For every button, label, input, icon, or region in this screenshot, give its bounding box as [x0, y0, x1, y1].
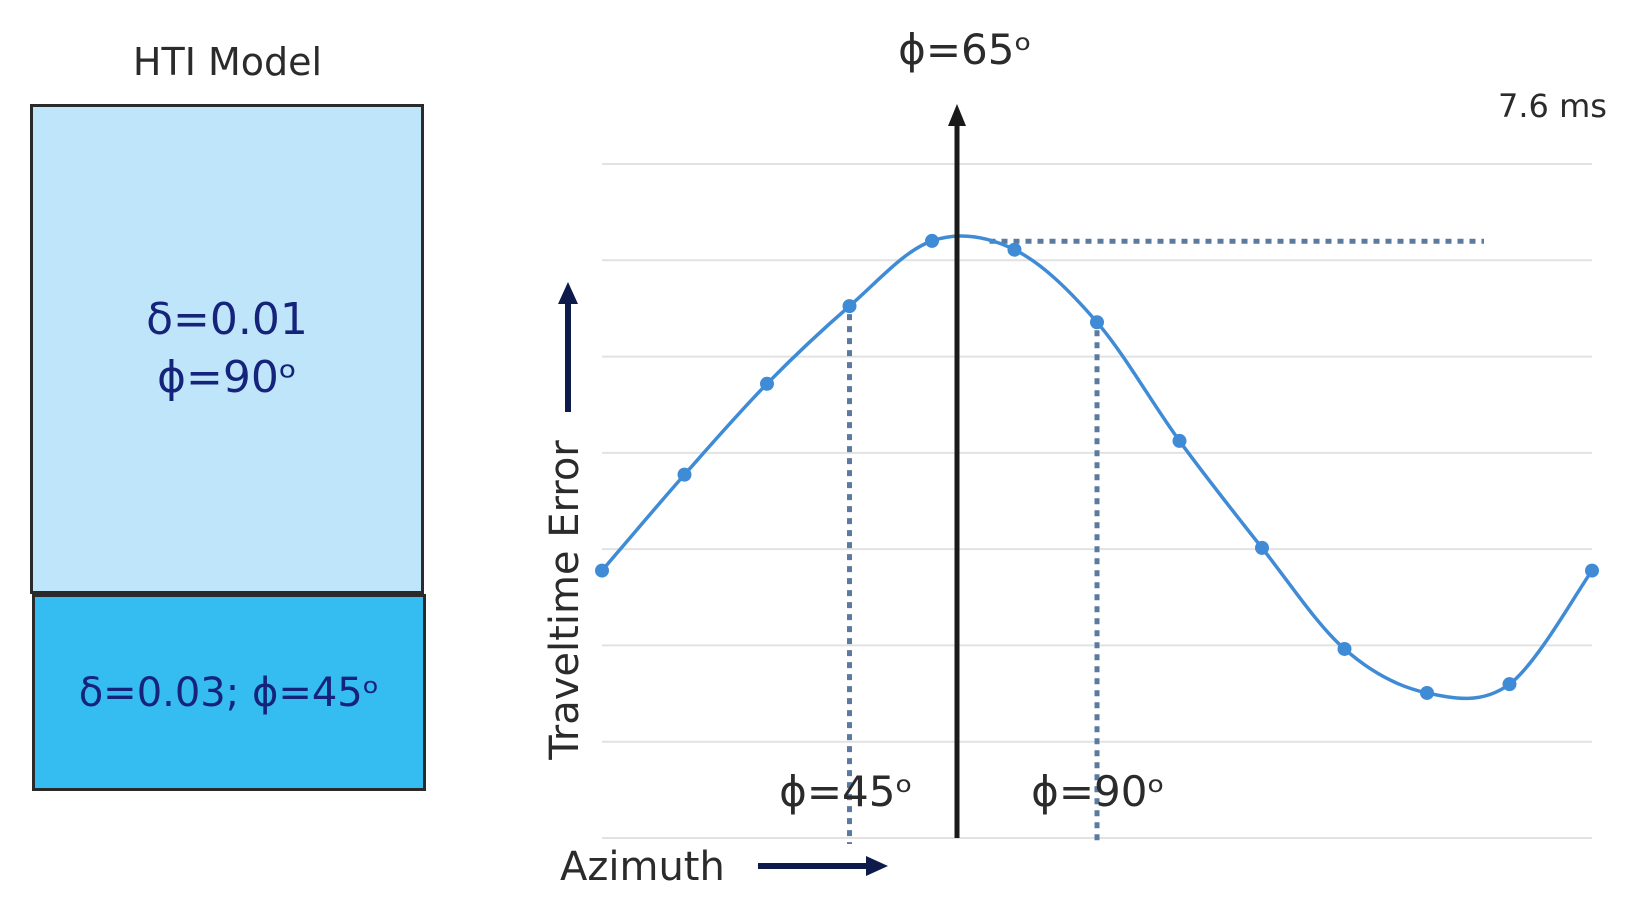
data-point	[1420, 685, 1434, 700]
data-point	[842, 299, 857, 314]
data-point	[677, 467, 692, 482]
bottom-layer-params: δ=0.03; ϕ=45ᵒ	[78, 669, 380, 716]
data-points	[595, 233, 1599, 700]
top-layer-delta: δ=0.01	[146, 294, 308, 345]
y-axis-arrow-head	[558, 282, 578, 304]
data-point	[1090, 315, 1104, 330]
peak-label: ϕ=65ᵒ	[898, 25, 1032, 74]
marker-label-90: ϕ=90ᵒ	[1031, 767, 1165, 816]
y-axis-label: Traveltime Error	[542, 440, 588, 761]
data-point	[1007, 242, 1022, 257]
data-point	[1585, 563, 1599, 578]
data-point	[595, 563, 609, 578]
data-point	[925, 233, 939, 248]
data-point	[1337, 641, 1352, 656]
data-point	[1255, 540, 1269, 555]
azimuth-marker-lines	[847, 314, 1100, 844]
peak-arrow-head	[948, 104, 966, 126]
top-layer: δ=0.01 ϕ=90ᵒ	[30, 104, 424, 594]
model-title: HTI Model	[132, 40, 323, 84]
peak-value-label: 7.6 ms	[1498, 87, 1607, 125]
data-point	[1502, 677, 1517, 692]
data-point	[760, 376, 774, 391]
bottom-layer: δ=0.03; ϕ=45ᵒ	[32, 594, 426, 791]
x-axis-arrow-head	[866, 856, 888, 876]
top-layer-phi: ϕ=90ᵒ	[156, 352, 298, 403]
marker-label-45: ϕ=45ᵒ	[779, 767, 913, 816]
data-point	[1172, 433, 1187, 448]
x-axis-label: Azimuth	[560, 844, 725, 890]
